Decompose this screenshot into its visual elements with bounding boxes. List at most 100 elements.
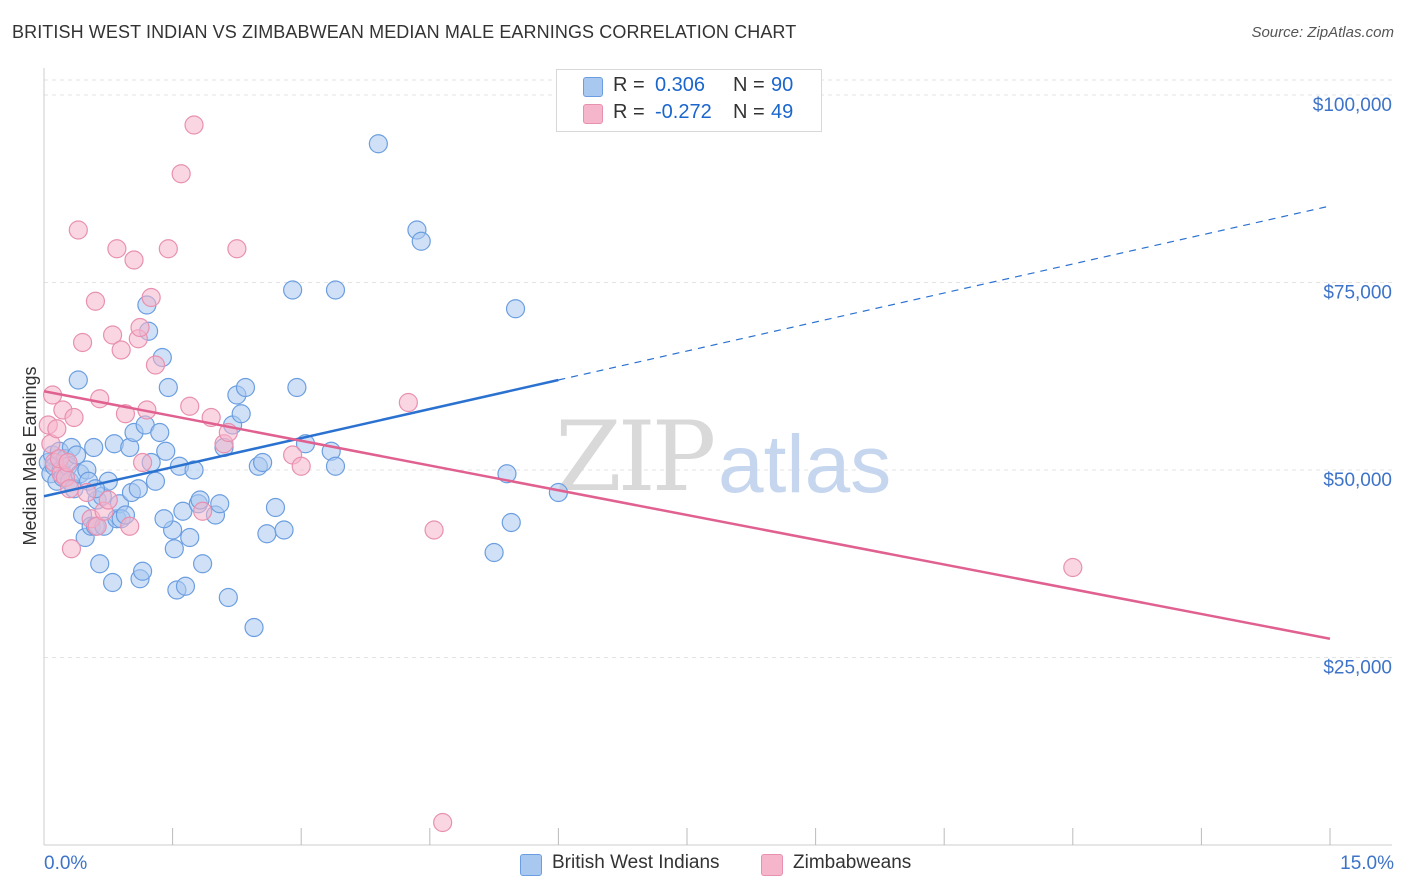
data-point-british-west-indian bbox=[128, 479, 148, 499]
data-point-zimbabwean bbox=[47, 419, 67, 439]
data-point-zimbabwean bbox=[433, 812, 453, 833]
data-point-british-west-indian bbox=[68, 370, 88, 390]
data-point-british-west-indian bbox=[210, 494, 230, 514]
data-point-british-west-indian bbox=[253, 452, 273, 473]
data-point-british-west-indian bbox=[132, 561, 153, 581]
x-tick-labels: 0.0% 15.0% bbox=[44, 853, 1394, 874]
data-point-british-west-indian bbox=[505, 299, 526, 319]
data-point-zimbabwean bbox=[102, 325, 123, 345]
data-point-zimbabwean bbox=[68, 220, 88, 240]
data-point-british-west-indian bbox=[180, 527, 200, 548]
y-tick-label: $75,000 bbox=[1323, 283, 1392, 304]
data-point-zimbabwean bbox=[61, 539, 82, 559]
stats-legend: R = 0.306 N = 90 R = -0.272 N = 49 bbox=[556, 69, 822, 132]
data-point-zimbabwean bbox=[111, 340, 131, 360]
data-point-zimbabwean bbox=[180, 396, 200, 416]
data-point-zimbabwean bbox=[107, 239, 127, 259]
data-point-british-west-indian bbox=[411, 231, 431, 251]
data-point-zimbabwean bbox=[184, 115, 204, 135]
data-point-british-west-indian bbox=[501, 512, 521, 533]
legend-n-value: 90 bbox=[771, 74, 794, 96]
data-point-british-west-indian bbox=[287, 377, 307, 398]
series-legend-label: British West Indians bbox=[552, 852, 720, 873]
data-point-british-west-indian bbox=[325, 280, 346, 300]
data-point-british-west-indian bbox=[274, 520, 294, 540]
watermark: ZIP atlas bbox=[555, 401, 891, 513]
trend-line-extension bbox=[558, 205, 1331, 381]
watermark-zip: ZIP bbox=[555, 401, 714, 513]
points-zimbabweans bbox=[38, 115, 1083, 833]
series-swatch-pink bbox=[761, 854, 783, 876]
points-british-west-indians bbox=[38, 134, 569, 638]
data-point-british-west-indian bbox=[184, 460, 204, 480]
legend-n-label: N = bbox=[733, 101, 765, 123]
data-point-british-west-indian bbox=[156, 441, 176, 461]
trend-line-british-west-indians bbox=[43, 378, 559, 498]
trend-line-zimbabweans bbox=[43, 390, 1331, 640]
data-point-british-west-indian bbox=[145, 471, 166, 491]
legend-r-value: -0.272 bbox=[655, 101, 712, 123]
data-point-zimbabwean bbox=[171, 164, 191, 184]
data-point-british-west-indian bbox=[244, 617, 264, 638]
y-axis-title: Median Male Earnings bbox=[20, 366, 40, 545]
data-point-zimbabwean bbox=[115, 404, 136, 424]
legend-n-label: N = bbox=[733, 74, 765, 96]
legend-r-label: R = bbox=[613, 101, 645, 123]
y-tick-label: $50,000 bbox=[1323, 470, 1392, 491]
trend-lines bbox=[43, 205, 1331, 640]
legend-n-value: 49 bbox=[771, 101, 794, 123]
y-tick-label: $25,000 bbox=[1323, 658, 1392, 679]
data-point-zimbabwean bbox=[141, 287, 161, 308]
legend-r-value: 0.306 bbox=[655, 74, 706, 96]
x-tick-label: 0.0% bbox=[44, 853, 87, 874]
data-point-british-west-indian bbox=[158, 377, 178, 398]
data-point-british-west-indian bbox=[154, 509, 174, 529]
data-point-zimbabwean bbox=[145, 355, 166, 375]
y-tick-labels: $25,000 $50,000 $75,000 $100,000 bbox=[1313, 95, 1392, 679]
data-point-british-west-indian bbox=[235, 377, 256, 398]
data-point-zimbabwean bbox=[158, 239, 178, 259]
data-point-zimbabwean bbox=[398, 392, 418, 413]
data-point-zimbabwean bbox=[98, 490, 118, 510]
y-tick-label: $100,000 bbox=[1313, 95, 1392, 116]
data-point-zimbabwean bbox=[193, 501, 213, 521]
data-point-zimbabwean bbox=[424, 520, 444, 540]
source-credit: Source: ZipAtlas.com bbox=[1251, 24, 1394, 41]
data-point-zimbabwean bbox=[58, 452, 78, 473]
x-tick-label: 15.0% bbox=[1340, 853, 1394, 874]
data-point-zimbabwean bbox=[124, 250, 144, 270]
data-point-british-west-indian bbox=[175, 576, 196, 596]
series-legend-label: Zimbabweans bbox=[793, 852, 912, 873]
watermark-atlas: atlas bbox=[718, 419, 891, 510]
data-point-british-west-indian bbox=[193, 554, 213, 574]
data-point-zimbabwean bbox=[85, 291, 106, 311]
grid-lines bbox=[44, 79, 1392, 658]
data-point-british-west-indian bbox=[90, 554, 110, 574]
data-point-zimbabwean bbox=[227, 239, 247, 259]
series-swatch-blue bbox=[520, 854, 542, 876]
data-point-british-west-indian bbox=[368, 134, 388, 154]
data-point-british-west-indian bbox=[325, 456, 346, 476]
data-point-british-west-indian bbox=[218, 587, 238, 608]
data-point-british-west-indian bbox=[265, 497, 286, 518]
data-point-british-west-indian bbox=[283, 280, 303, 300]
data-point-zimbabwean bbox=[90, 389, 110, 409]
data-point-british-west-indian bbox=[102, 572, 123, 593]
data-point-zimbabwean bbox=[291, 456, 311, 476]
data-point-british-west-indian bbox=[484, 542, 504, 563]
data-point-british-west-indian bbox=[231, 404, 251, 424]
data-point-zimbabwean bbox=[130, 317, 150, 338]
data-point-zimbabwean bbox=[72, 332, 93, 353]
data-point-zimbabwean bbox=[120, 516, 140, 536]
data-point-zimbabwean bbox=[132, 452, 153, 473]
data-point-british-west-indian bbox=[173, 501, 193, 521]
data-point-zimbabwean bbox=[1063, 557, 1083, 578]
data-point-british-west-indian bbox=[84, 437, 104, 458]
data-point-british-west-indian bbox=[150, 422, 170, 443]
legend-swatch-blue bbox=[583, 77, 603, 97]
data-point-british-west-indian bbox=[164, 539, 184, 559]
data-point-british-west-indian bbox=[257, 524, 277, 544]
legend-swatch-pink bbox=[583, 104, 603, 124]
chart-title: BRITISH WEST INDIAN VS ZIMBABWEAN MEDIAN… bbox=[12, 22, 797, 42]
